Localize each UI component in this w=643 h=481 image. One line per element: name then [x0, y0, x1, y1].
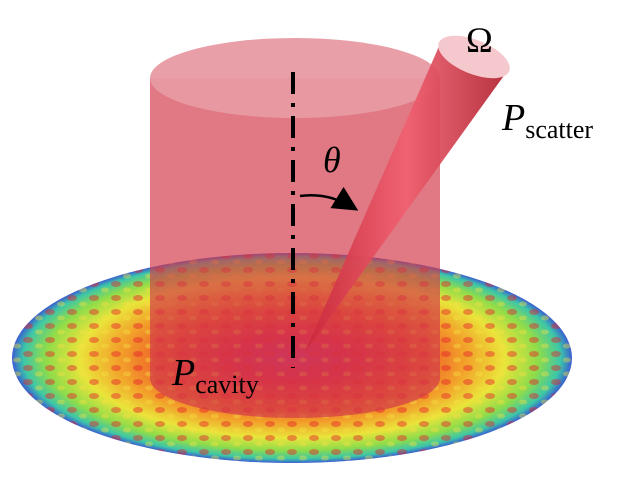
cavity-subscript: cavity [195, 370, 259, 399]
page: Ω θ Pscatter Pcavity (() => { const data… [0, 0, 643, 481]
theta-label: θ [323, 140, 341, 180]
scatter-subscript: scatter [525, 115, 593, 144]
omega-label: Ω [466, 20, 493, 60]
cavity-symbol: P [171, 352, 195, 394]
diagram: Ω θ Pscatter Pcavity [0, 0, 643, 481]
scatter-symbol: P [501, 97, 525, 139]
scatter-label: Pscatter [501, 97, 593, 144]
